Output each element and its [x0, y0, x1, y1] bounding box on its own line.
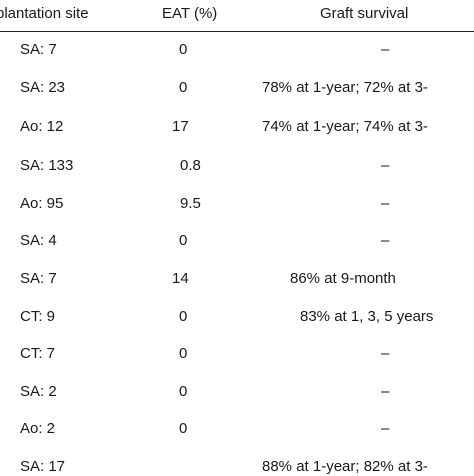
cell-graft-survival: – [381, 195, 390, 212]
cell-eat: 9.5 [180, 195, 201, 212]
cell-implantation-site: CT: 7 [20, 345, 56, 362]
cell-eat: 0 [179, 41, 188, 58]
cell-graft-survival: – [381, 345, 390, 362]
cell-graft-survival: 86% at 9-month [290, 270, 396, 287]
cell-eat: 0 [179, 420, 188, 437]
cell-implantation-site: Ao: 12 [20, 118, 64, 135]
cell-implantation-site: Ao: 2 [20, 420, 56, 437]
header-eat: EAT (%) [162, 5, 218, 22]
cell-implantation-site: SA: 4 [20, 232, 57, 249]
cell-graft-survival: – [381, 157, 390, 174]
cell-eat: 0 [179, 345, 188, 362]
cell-eat: 0.8 [180, 157, 201, 174]
cell-eat: 0 [179, 79, 188, 96]
cell-eat: 17 [172, 118, 189, 135]
cell-eat: 0 [179, 308, 188, 325]
header-implantation-site: plantation site [0, 5, 89, 22]
cell-implantation-site: SA: 2 [20, 383, 57, 400]
cell-graft-survival: 78% at 1-year; 72% at 3- [262, 79, 428, 96]
cell-implantation-site: CT: 9 [20, 308, 56, 325]
header-graft-survival: Graft survival [320, 5, 409, 22]
cell-graft-survival: – [381, 420, 390, 437]
cell-graft-survival: 83% at 1, 3, 5 years [300, 308, 434, 325]
cell-graft-survival: – [381, 383, 390, 400]
cell-implantation-site: SA: 17 [20, 458, 66, 475]
cell-graft-survival: – [381, 232, 390, 249]
cell-graft-survival: 88% at 1-year; 82% at 3- [262, 458, 428, 475]
cell-eat: 14 [172, 270, 189, 287]
cell-implantation-site: SA: 23 [20, 79, 66, 96]
cell-implantation-site: SA: 133 [20, 157, 74, 174]
cell-implantation-site: SA: 7 [20, 270, 57, 287]
cell-implantation-site: Ao: 95 [20, 195, 64, 212]
cell-graft-survival: – [381, 41, 390, 58]
cell-implantation-site: SA: 7 [20, 41, 57, 58]
header-rule [0, 31, 474, 32]
cell-graft-survival: 74% at 1-year; 74% at 3- [262, 118, 428, 135]
cell-eat: 0 [179, 232, 188, 249]
cell-eat: 0 [179, 383, 188, 400]
